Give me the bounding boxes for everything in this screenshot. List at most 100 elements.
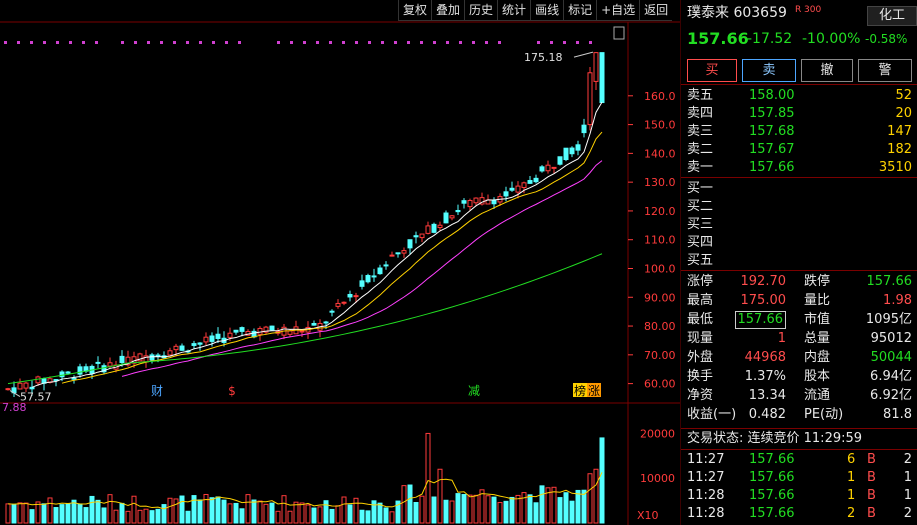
scroll-handle[interactable] [613,26,625,40]
marker-dot [420,41,423,44]
volume-bar [443,499,449,524]
volume-bar [389,511,395,524]
volume-bar [359,509,365,524]
stat-label: 换手 [687,369,714,384]
ask-price[interactable]: 157.68 [749,124,795,139]
ask-volume: 20 [895,106,912,121]
stat-label: 流通 [804,388,831,403]
volume-bar [227,503,233,524]
stat-row: 外盘 44968 内盘 50044 [687,349,912,367]
event-marker[interactable]: 减 [468,384,480,398]
candle-body [287,330,293,335]
event-marker[interactable]: 财 [151,384,163,398]
toolbar-item[interactable]: 历史 [464,0,498,21]
candle-body [137,353,143,362]
marker-dot [134,41,137,44]
event-marker[interactable]: $ [228,384,236,398]
event-marker[interactable]: 榜 [574,383,586,398]
volume-bar [545,487,551,524]
volume-bar [11,503,17,524]
volume-bar [239,508,245,524]
ask-row: 卖五 158.00 52 [687,87,912,105]
ask-volume: 182 [887,142,912,157]
volume-bar [335,505,341,524]
price-tick-label: 130.0 [644,176,676,189]
volume-bar [71,499,77,524]
stat-value: 157.66 [866,274,913,289]
volume-bar [203,493,209,524]
volume-bar [461,494,467,524]
volume-bar [137,509,143,524]
price-tick-label: 60.00 [644,378,676,391]
marker-dot [17,41,20,44]
ask-row: 卖二 157.67 182 [687,141,912,159]
marker-dot [537,41,540,44]
candle-body [329,310,335,313]
tick-price: 157.66 [749,452,795,467]
toolbar-item[interactable]: +自选 [596,0,640,21]
volume-bar [287,510,293,524]
toolbar-item[interactable]: 标记 [563,0,597,21]
toolbar-item[interactable]: 叠加 [431,0,465,21]
ask-price[interactable]: 157.66 [749,160,795,175]
volume-bar [17,502,23,524]
marker-dot [238,41,241,44]
volume-bar [347,504,353,524]
tick-side: B [867,488,876,503]
marker-dot [43,41,46,44]
volume-bar [407,484,413,524]
marker-dot [30,41,33,44]
volume-bar [431,496,437,524]
ask-price[interactable]: 157.85 [749,106,795,121]
marker-dot [446,41,449,44]
stock-title-row: 璞泰来 603659 R 300 化工 [687,4,917,26]
candle-body [197,342,203,345]
volume-bar [521,492,527,524]
tick-volume: 6 [847,452,856,467]
low-price-label: 57.57 [20,391,52,404]
price-tick-label: 140.0 [644,147,676,160]
tick-price: 157.66 [749,470,795,485]
candle-body [215,333,221,339]
volume-bar [41,503,47,524]
tick-price: 157.66 [749,488,795,503]
sector-tag[interactable]: 化工 [867,6,917,26]
stat-value: 1.37% [744,369,786,384]
last-price: 157.66 [687,29,749,48]
volume-bar [47,497,53,524]
kline-chart[interactable]: 160.0 150.0 140.0 130.0 120.0 110.0 100.0 90.00… [0,0,680,525]
tick-side: B [867,452,876,467]
volume-bar [497,502,503,524]
low-pointer [9,390,21,398]
stat-row: 涨停 192.70 跌停 157.66 [687,273,912,291]
toolbar-item[interactable]: 返回 [639,0,673,21]
candle-body [425,225,431,234]
volume-bar [143,508,149,524]
stat-label: PE(动) [804,407,844,422]
volume-bar [29,509,35,524]
volume-bar [107,494,113,524]
event-marker[interactable]: 涨 [588,383,600,398]
buy-button[interactable]: 买 [687,59,737,82]
volume-bar [65,503,71,524]
stat-label: 市值 [804,312,831,327]
cancel-order-button[interactable]: 撤 [801,59,853,82]
sell-button[interactable]: 卖 [742,59,796,82]
ask-price[interactable]: 157.67 [749,142,795,157]
toolbar-item[interactable]: 复权 [398,0,432,21]
marker-dot [576,41,579,44]
candle-body [53,379,59,382]
alert-button[interactable]: 警 [858,59,912,82]
candle-body [575,144,581,151]
candle-body [419,233,425,239]
candle-body [455,209,461,213]
stat-value: 175.00 [740,293,787,308]
volume-bar [221,499,227,524]
toolbar-item[interactable]: 统计 [497,0,531,21]
candle-body [515,185,521,193]
toolbar-item[interactable]: 画线 [530,0,564,21]
volume-bar [449,500,455,524]
volume-bar [305,504,311,524]
ask-price[interactable]: 158.00 [749,88,795,103]
chart-toolbar: 复权 叠加 历史 统计 画线 标记 +自选 返回 [398,0,673,22]
